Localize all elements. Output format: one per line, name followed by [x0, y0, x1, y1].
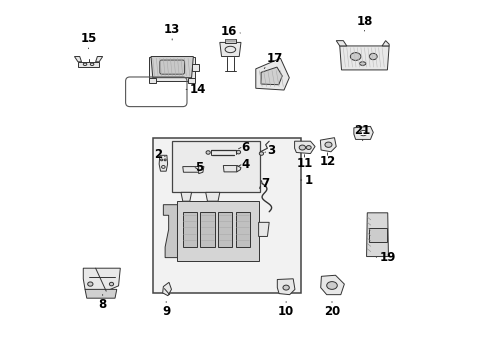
Ellipse shape	[368, 53, 376, 60]
Text: 3: 3	[267, 144, 275, 157]
Polygon shape	[381, 41, 388, 46]
Text: 13: 13	[163, 23, 180, 36]
Polygon shape	[96, 57, 102, 62]
Polygon shape	[83, 268, 120, 291]
Text: 15: 15	[80, 32, 97, 45]
Polygon shape	[235, 212, 249, 247]
Polygon shape	[191, 64, 198, 71]
Text: 5: 5	[195, 161, 203, 174]
Polygon shape	[224, 39, 235, 43]
Polygon shape	[151, 57, 193, 78]
Polygon shape	[198, 165, 203, 174]
Polygon shape	[85, 289, 117, 298]
Polygon shape	[223, 166, 237, 172]
Polygon shape	[339, 46, 388, 70]
Text: 7: 7	[261, 177, 269, 190]
Ellipse shape	[259, 152, 263, 155]
Ellipse shape	[205, 151, 210, 154]
Text: 18: 18	[356, 15, 372, 28]
Ellipse shape	[305, 145, 310, 149]
Polygon shape	[258, 222, 269, 237]
Polygon shape	[163, 282, 171, 296]
Ellipse shape	[299, 145, 305, 150]
Polygon shape	[159, 155, 167, 171]
Polygon shape	[181, 192, 191, 201]
Polygon shape	[149, 57, 195, 81]
Polygon shape	[200, 212, 214, 247]
Polygon shape	[236, 166, 241, 172]
Text: 21: 21	[354, 124, 370, 137]
Polygon shape	[353, 126, 372, 139]
Text: 10: 10	[278, 305, 294, 318]
Polygon shape	[261, 67, 282, 85]
Ellipse shape	[326, 282, 337, 289]
Polygon shape	[188, 78, 195, 83]
Text: 20: 20	[323, 305, 340, 318]
Ellipse shape	[87, 282, 93, 286]
Polygon shape	[219, 42, 241, 57]
Ellipse shape	[359, 130, 366, 136]
Ellipse shape	[109, 282, 113, 286]
Polygon shape	[149, 78, 156, 83]
Text: 19: 19	[379, 251, 395, 264]
Polygon shape	[218, 212, 232, 247]
Bar	[368, 228, 386, 242]
Text: 6: 6	[241, 141, 249, 154]
Text: 2: 2	[154, 148, 163, 161]
Polygon shape	[336, 41, 346, 46]
Bar	[152, 138, 300, 293]
Polygon shape	[320, 275, 344, 294]
Polygon shape	[78, 62, 99, 67]
Text: 11: 11	[296, 157, 312, 170]
Text: 1: 1	[304, 174, 312, 186]
Ellipse shape	[283, 285, 289, 290]
FancyBboxPatch shape	[160, 60, 184, 74]
Polygon shape	[366, 213, 387, 257]
Text: 16: 16	[221, 25, 237, 38]
Text: 8: 8	[99, 298, 106, 311]
Text: 17: 17	[266, 52, 283, 66]
Polygon shape	[277, 279, 294, 294]
Ellipse shape	[324, 142, 331, 147]
Polygon shape	[183, 212, 197, 247]
Bar	[172, 141, 260, 192]
Polygon shape	[255, 58, 289, 90]
Text: 9: 9	[162, 305, 170, 318]
Polygon shape	[74, 57, 81, 62]
Text: 4: 4	[241, 158, 249, 171]
Ellipse shape	[349, 53, 360, 60]
Polygon shape	[163, 205, 177, 258]
Polygon shape	[294, 141, 314, 153]
Ellipse shape	[359, 62, 365, 66]
Polygon shape	[320, 138, 336, 152]
Text: 14: 14	[189, 83, 206, 96]
Text: 12: 12	[319, 155, 335, 168]
Ellipse shape	[236, 150, 240, 154]
Polygon shape	[177, 201, 258, 261]
Polygon shape	[183, 167, 199, 172]
Polygon shape	[205, 192, 219, 201]
